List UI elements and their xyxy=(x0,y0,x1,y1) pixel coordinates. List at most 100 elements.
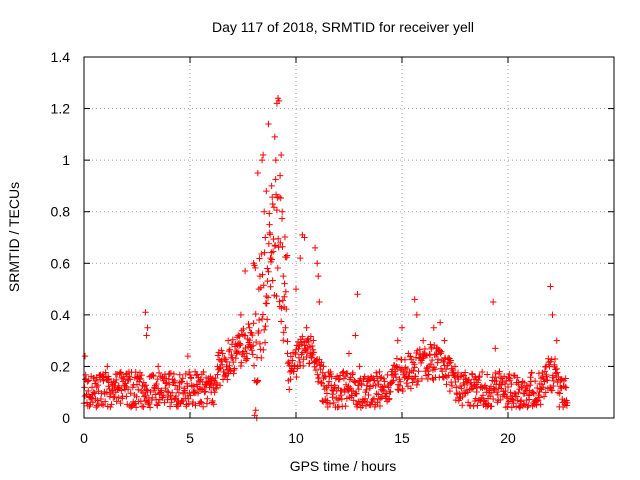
data-point xyxy=(411,296,418,303)
data-point xyxy=(154,375,161,383)
data-point xyxy=(258,156,266,164)
data-point xyxy=(299,333,306,340)
data-point xyxy=(279,297,287,304)
data-point xyxy=(270,204,278,211)
data-point xyxy=(283,252,291,259)
data-point xyxy=(259,151,267,159)
data-point xyxy=(385,384,392,391)
data-point xyxy=(371,377,378,384)
grid-layer xyxy=(84,57,614,418)
y-tick-label: 1 xyxy=(62,152,70,168)
data-point xyxy=(216,365,223,372)
data-point xyxy=(130,381,137,389)
data-point xyxy=(241,332,249,339)
data-point xyxy=(330,399,337,407)
data-point xyxy=(504,383,512,391)
data-point xyxy=(103,389,111,396)
data-point xyxy=(452,378,459,386)
data-point xyxy=(472,395,479,402)
data-point xyxy=(166,403,174,410)
data-point xyxy=(94,397,101,404)
data-point xyxy=(394,337,401,344)
data-point xyxy=(544,377,551,384)
data-point xyxy=(237,341,244,349)
data-point xyxy=(174,385,181,393)
data-point xyxy=(281,293,288,301)
data-point xyxy=(231,365,238,372)
data-point xyxy=(507,389,514,396)
data-point xyxy=(383,390,390,397)
data-point xyxy=(308,342,316,350)
data-point xyxy=(517,397,525,404)
data-point xyxy=(488,403,495,410)
data-point xyxy=(137,375,144,382)
data-point xyxy=(130,400,138,408)
data-point xyxy=(428,356,436,364)
data-point xyxy=(218,347,225,354)
data-point xyxy=(421,345,429,353)
chart-title: Day 117 of 2018, SRMTID for receiver yel… xyxy=(212,19,474,35)
data-point xyxy=(277,194,284,202)
data-point xyxy=(287,376,294,383)
data-point xyxy=(452,396,460,404)
data-point xyxy=(354,291,361,298)
data-point xyxy=(126,373,133,380)
data-point xyxy=(118,387,125,394)
data-point xyxy=(331,384,339,391)
data-point xyxy=(214,371,221,378)
data-point xyxy=(403,379,410,387)
data-point xyxy=(287,353,295,360)
data-point xyxy=(219,361,226,368)
data-point xyxy=(259,311,267,318)
data-point xyxy=(497,396,504,404)
data-point xyxy=(264,277,271,285)
data-point xyxy=(143,332,150,339)
y-tick-label: 0.6 xyxy=(51,255,71,271)
data-point xyxy=(81,392,89,400)
data-point xyxy=(204,395,211,402)
data-point xyxy=(461,369,469,376)
data-point xyxy=(123,393,130,400)
data-point xyxy=(127,390,134,397)
data-point xyxy=(542,389,549,396)
data-point xyxy=(318,359,325,366)
data-point xyxy=(554,389,562,396)
data-point xyxy=(317,379,325,386)
data-point xyxy=(495,370,503,378)
data-point xyxy=(154,402,161,409)
data-point xyxy=(268,249,275,256)
data-point xyxy=(492,373,499,381)
data-point xyxy=(380,386,387,394)
data-point xyxy=(515,389,522,396)
data-point xyxy=(387,388,394,395)
data-point xyxy=(386,395,393,402)
data-point xyxy=(250,319,257,327)
data-point xyxy=(282,324,289,331)
data-point xyxy=(265,240,273,247)
data-point xyxy=(311,244,319,252)
data-point xyxy=(278,215,286,222)
data-point xyxy=(261,339,269,346)
data-point xyxy=(289,357,296,364)
data-point xyxy=(367,383,374,390)
data-point xyxy=(316,298,323,306)
data-point xyxy=(312,366,320,374)
data-point xyxy=(306,360,313,367)
data-point xyxy=(284,350,291,357)
data-point xyxy=(122,380,129,387)
data-point xyxy=(272,242,279,249)
data-point xyxy=(85,387,92,395)
data-point xyxy=(479,391,487,399)
data-point xyxy=(234,348,242,356)
data-point xyxy=(549,311,556,319)
data-point xyxy=(413,311,421,319)
data-point xyxy=(414,377,422,385)
data-point xyxy=(470,402,477,410)
data-point xyxy=(548,387,556,394)
data-point xyxy=(503,377,510,385)
data-point xyxy=(83,399,91,406)
data-point xyxy=(295,345,302,352)
data-point xyxy=(160,392,167,399)
data-point xyxy=(376,368,383,376)
